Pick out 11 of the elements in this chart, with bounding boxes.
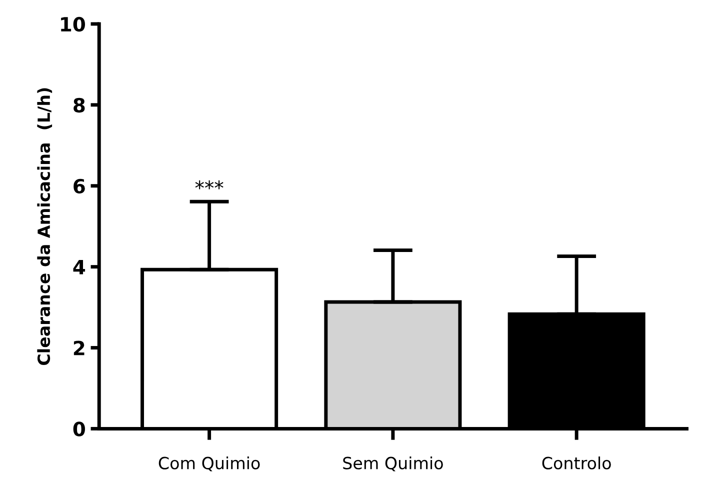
- y-tick-label: 6: [74, 178, 85, 194]
- y-tick-label: 4: [73, 260, 86, 274]
- y-tick-label: 8: [74, 98, 85, 113]
- x-tick-label: Controlo: [542, 456, 611, 470]
- annotation: ***: [195, 180, 224, 190]
- y-tick-label: 0: [73, 422, 85, 436]
- y-tick-label: 10: [61, 16, 85, 32]
- x-tick-label: Sem Quimio: [343, 456, 443, 472]
- y-axis-title: Clearance da Amicacina (L/h): [37, 88, 52, 366]
- y-tick-label: 2: [74, 340, 84, 356]
- x-tick-label: Com Quimio: [158, 456, 260, 472]
